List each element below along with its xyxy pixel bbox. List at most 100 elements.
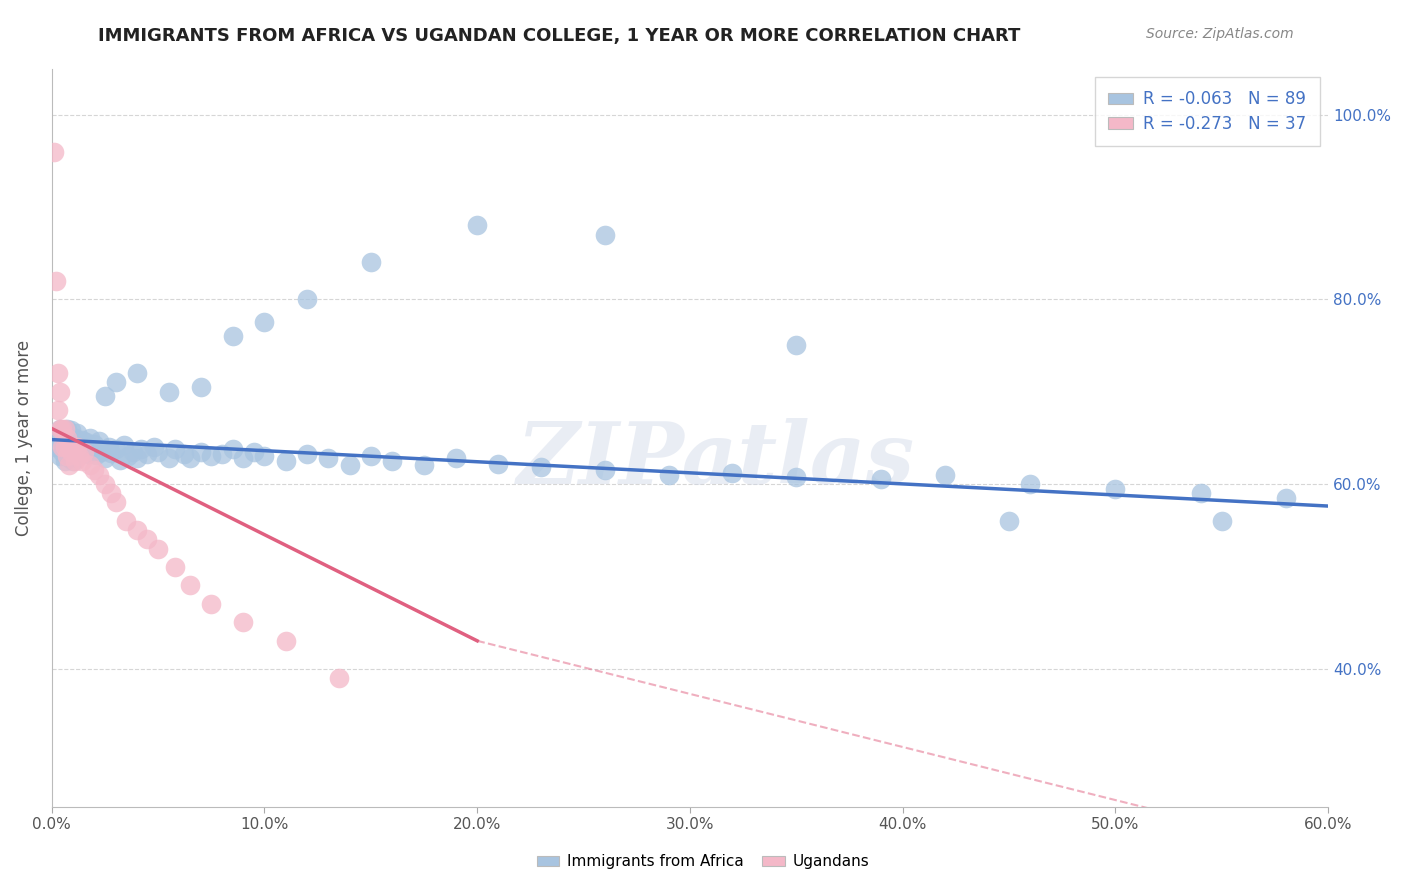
Point <box>274 633 297 648</box>
Point <box>339 458 361 473</box>
Point <box>49 449 72 463</box>
Point <box>63 431 86 445</box>
Point <box>190 444 212 458</box>
Point <box>1211 514 1233 528</box>
Point <box>243 444 266 458</box>
Point <box>46 366 69 380</box>
Point <box>104 442 127 456</box>
Point <box>232 451 254 466</box>
Point <box>295 293 318 307</box>
Point <box>157 384 180 399</box>
Point <box>129 442 152 456</box>
Point <box>94 451 117 466</box>
Point <box>165 560 187 574</box>
Point <box>53 454 76 468</box>
Point <box>46 403 69 417</box>
Point <box>70 433 93 447</box>
Point <box>66 444 89 458</box>
Point <box>77 447 100 461</box>
Point <box>413 458 436 473</box>
Point <box>66 426 89 441</box>
Point <box>593 227 616 242</box>
Point <box>100 486 122 500</box>
Point <box>62 440 84 454</box>
Point <box>58 433 80 447</box>
Point <box>274 454 297 468</box>
Point <box>49 384 72 399</box>
Point <box>46 431 69 445</box>
Point <box>104 376 127 390</box>
Point <box>117 449 139 463</box>
Point <box>55 440 77 454</box>
Point <box>125 523 148 537</box>
Point <box>121 444 143 458</box>
Point <box>146 444 169 458</box>
Point <box>98 440 121 454</box>
Point <box>59 442 82 456</box>
Point <box>190 380 212 394</box>
Point <box>221 329 243 343</box>
Point <box>721 466 744 480</box>
Y-axis label: College, 1 year or more: College, 1 year or more <box>15 340 32 536</box>
Point <box>253 449 276 463</box>
Point <box>55 431 77 445</box>
Point <box>79 431 101 445</box>
Point <box>200 597 222 611</box>
Point <box>142 440 165 454</box>
Point <box>53 440 76 454</box>
Point <box>58 451 80 466</box>
Point <box>87 467 110 482</box>
Point <box>67 449 90 463</box>
Point <box>165 442 187 456</box>
Point <box>221 442 243 456</box>
Point <box>1104 482 1126 496</box>
Point <box>360 255 382 269</box>
Point <box>112 438 135 452</box>
Point <box>211 447 233 461</box>
Point <box>1274 491 1296 505</box>
Point <box>232 615 254 630</box>
Point <box>444 451 467 466</box>
Legend: Immigrants from Africa, Ugandans: Immigrants from Africa, Ugandans <box>530 848 876 875</box>
Point <box>51 426 73 441</box>
Point <box>58 440 80 454</box>
Point <box>328 671 350 685</box>
Point <box>146 541 169 556</box>
Point <box>785 338 807 352</box>
Point <box>488 457 510 471</box>
Point <box>73 443 96 458</box>
Point <box>45 274 67 288</box>
Point <box>998 514 1021 528</box>
Point <box>173 447 195 461</box>
Point <box>55 421 77 435</box>
Point <box>179 451 201 466</box>
Point <box>200 449 222 463</box>
Legend: R = -0.063   N = 89, R = -0.273   N = 37: R = -0.063 N = 89, R = -0.273 N = 37 <box>1095 77 1320 146</box>
Point <box>934 467 956 482</box>
Point <box>785 469 807 483</box>
Point <box>63 454 86 468</box>
Point <box>62 454 84 468</box>
Point <box>381 454 404 468</box>
Point <box>75 435 97 450</box>
Point <box>55 449 77 463</box>
Point <box>70 454 93 468</box>
Point <box>59 423 82 437</box>
Point <box>530 460 553 475</box>
Point <box>83 463 105 477</box>
Text: Source: ZipAtlas.com: Source: ZipAtlas.com <box>1146 27 1294 41</box>
Point <box>49 421 72 435</box>
Point <box>51 444 73 458</box>
Point <box>42 145 65 159</box>
Point <box>125 366 148 380</box>
Text: ZIPatlas: ZIPatlas <box>516 418 914 501</box>
Point <box>94 476 117 491</box>
Text: IMMIGRANTS FROM AFRICA VS UGANDAN COLLEGE, 1 YEAR OR MORE CORRELATION CHART: IMMIGRANTS FROM AFRICA VS UGANDAN COLLEG… <box>98 27 1021 45</box>
Point <box>179 578 201 592</box>
Point <box>67 440 90 454</box>
Point <box>1189 486 1212 500</box>
Point <box>316 451 339 466</box>
Point <box>82 442 104 456</box>
Point <box>53 435 76 450</box>
Point <box>51 440 73 454</box>
